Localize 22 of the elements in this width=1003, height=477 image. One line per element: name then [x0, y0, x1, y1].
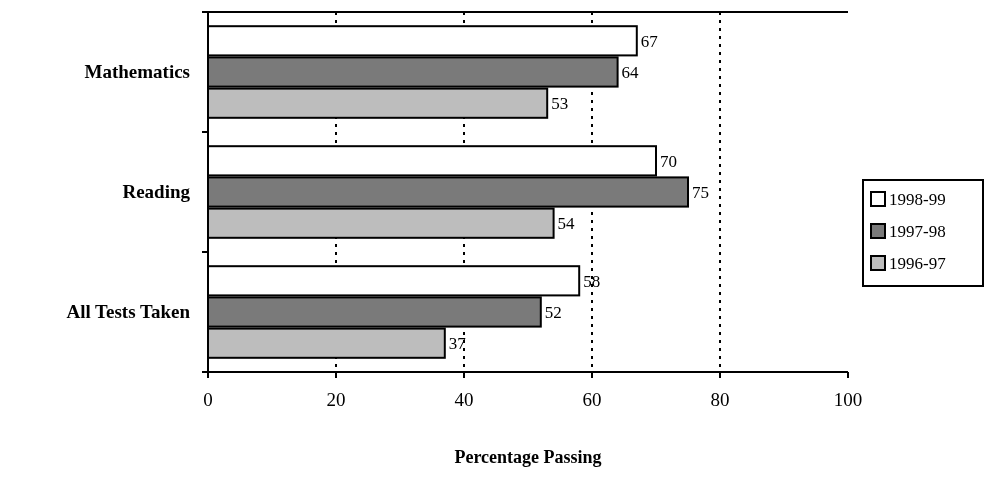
- data-label: 58: [583, 271, 601, 291]
- data-label: 70: [660, 151, 677, 171]
- data-label: 54: [557, 214, 576, 234]
- y-tick-label: Mathematics: [84, 61, 190, 82]
- x-tick-label: 80: [710, 389, 730, 410]
- legend-label: 1996-97: [889, 254, 947, 273]
- data-label: 75: [692, 183, 709, 202]
- x-axis-title: Percentage Passing: [454, 447, 602, 467]
- legend-label: 1998-99: [889, 190, 946, 209]
- x-tick-label: 100: [833, 389, 863, 410]
- y-tick-label: Reading: [122, 181, 191, 202]
- data-label: 37: [448, 334, 467, 354]
- x-tick-label: 40: [454, 389, 474, 410]
- data-label: 53: [551, 94, 569, 114]
- x-tick-label: 20: [326, 389, 346, 410]
- legend-label: 1997-98: [889, 222, 946, 241]
- data-label: 64: [621, 63, 640, 82]
- data-label: 67: [640, 31, 659, 51]
- data-label: 52: [544, 303, 562, 322]
- y-tick-label: All Tests Taken: [66, 301, 191, 322]
- x-tick-label: 60: [582, 389, 602, 410]
- x-tick-label: 0: [203, 389, 213, 410]
